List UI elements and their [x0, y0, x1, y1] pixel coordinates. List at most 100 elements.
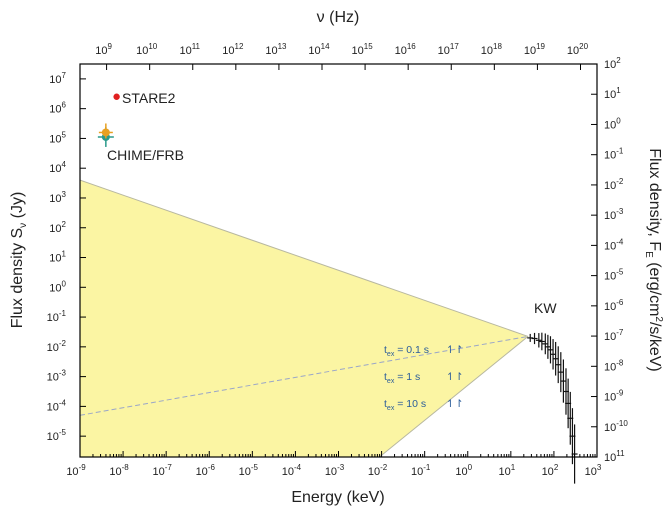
tex-arrows: ↿↾: [446, 398, 464, 410]
tick-base: 10: [49, 74, 61, 86]
tick-exponent: -5: [59, 428, 67, 437]
tick-base: 10: [604, 119, 616, 131]
top-tick-label: 1017: [438, 42, 460, 57]
y-right-tick-label: 10-9: [604, 389, 624, 404]
tick-exponent: -2: [59, 339, 67, 348]
orange-point: [101, 128, 110, 137]
tick-exponent: -7: [616, 328, 624, 337]
tick-base: 10: [604, 392, 616, 404]
y-left-tick-label: 105: [49, 130, 66, 145]
x-tick-label: 10-9: [66, 463, 86, 478]
tick-exponent: 14: [321, 42, 330, 51]
tick-base: 10: [308, 45, 320, 57]
tick-base: 10: [136, 45, 148, 57]
x-tick-label: 10-4: [282, 463, 302, 478]
tick-base: 10: [282, 466, 294, 478]
tick-exponent: 1: [616, 86, 621, 95]
x-tick-label: 10-2: [368, 463, 388, 478]
x-tick-label: 10-1: [411, 463, 431, 478]
y-right-title-unit: (erg/cm: [646, 258, 663, 317]
top-tick-label: 1013: [265, 42, 287, 57]
y-right-tick-label: 102: [604, 56, 621, 71]
tick-base: 10: [368, 466, 380, 478]
x-tick-label: 10-5: [239, 463, 259, 478]
tick-base: 10: [524, 45, 536, 57]
tick-exponent: 1: [511, 463, 516, 472]
top-tick-label: 1016: [395, 42, 417, 57]
x-tick-label: 102: [542, 463, 559, 478]
y-left-tick-label: 10-4: [47, 398, 67, 413]
tick-exponent: -1: [616, 147, 624, 156]
y-right-axis-title: Flux density, FE (erg/cm2/s/keV): [643, 148, 664, 372]
tick-base: 10: [49, 104, 61, 116]
tick-base: 10: [47, 372, 59, 384]
y-right-tick-label: 10-3: [604, 207, 624, 222]
tex-prefix: t: [384, 371, 387, 383]
lower-limit-line: [379, 336, 529, 457]
tick-base: 10: [49, 193, 61, 205]
tick-base: 10: [265, 45, 277, 57]
top-tick-label: 1020: [567, 42, 589, 57]
tick-base: 10: [438, 45, 450, 57]
y-right-tick-label: 10-2: [604, 177, 624, 192]
tick-exponent: -1: [423, 463, 431, 472]
y-left-tick-label: 100: [49, 279, 66, 294]
tick-base: 10: [481, 45, 493, 57]
tick-base: 10: [49, 223, 61, 235]
tick-exponent: 0: [468, 463, 473, 472]
top-axis-title: ν (Hz): [317, 9, 360, 26]
tick-base: 10: [395, 45, 407, 57]
x-tick-label: 10-7: [152, 463, 172, 478]
top-tick-label: 1018: [481, 42, 503, 57]
tick-base: 10: [239, 466, 251, 478]
tick-base: 10: [604, 301, 616, 313]
y-left-tick-label: 107: [49, 71, 66, 86]
y-left-title-sub: ν: [18, 223, 29, 228]
tick-exponent: -3: [59, 369, 67, 378]
y-right-tick-label: 1011: [604, 449, 625, 464]
y-left-tick-label: 101: [49, 250, 66, 265]
tick-base: 10: [196, 466, 208, 478]
tick-base: 10: [604, 422, 616, 434]
tick-base: 10: [49, 282, 61, 294]
tick-base: 10: [567, 45, 579, 57]
x-tick-label: 10-8: [109, 463, 129, 478]
y-left-tick-label: 10-3: [47, 369, 67, 384]
tick-exponent: 0: [616, 116, 621, 125]
tick-exponent: 3: [597, 463, 602, 472]
tick-base: 10: [325, 466, 337, 478]
y-right-tick-label: 10-4: [604, 237, 624, 252]
tick-base: 10: [604, 331, 616, 343]
shaded-region: [80, 180, 529, 457]
y-right-tick-label: 10-8: [604, 358, 624, 373]
tex-text: = 1 s: [394, 371, 420, 383]
tick-base: 10: [604, 452, 616, 464]
tick-exponent: 2: [616, 56, 621, 65]
y-left-tick-label: 106: [49, 101, 66, 116]
tick-exponent: -4: [616, 237, 624, 246]
tick-base: 10: [352, 45, 364, 57]
tick-exponent: -3: [337, 463, 345, 472]
y-right-tick-label: 10-6: [604, 298, 624, 313]
tick-base: 10: [604, 59, 616, 71]
tick-exponent: 10: [148, 42, 157, 51]
tick-base: 10: [152, 466, 164, 478]
tick-exponent: -9: [79, 463, 87, 472]
tick-exponent: 4: [62, 160, 67, 169]
y-left-axis-title: Flux density Sν (Jy): [9, 192, 29, 329]
y-left-tick-label: 10-5: [47, 428, 67, 443]
tex-sub: ex: [387, 378, 395, 385]
tick-exponent: 9: [107, 42, 112, 51]
y-right-tick-label: 10-1: [604, 147, 624, 162]
y-left-tick-label: 103: [49, 190, 66, 205]
tick-exponent: -4: [59, 398, 67, 407]
y-left-title-main: Flux density S: [9, 228, 26, 328]
tick-base: 10: [604, 180, 616, 192]
top-tick-label: 1019: [524, 42, 546, 57]
tick-exponent: -8: [616, 358, 624, 367]
tick-exponent: 3: [62, 190, 67, 199]
tick-exponent: 6: [62, 101, 67, 110]
y-left-tick-label: 102: [49, 220, 66, 235]
tick-exponent: -3: [616, 207, 624, 216]
